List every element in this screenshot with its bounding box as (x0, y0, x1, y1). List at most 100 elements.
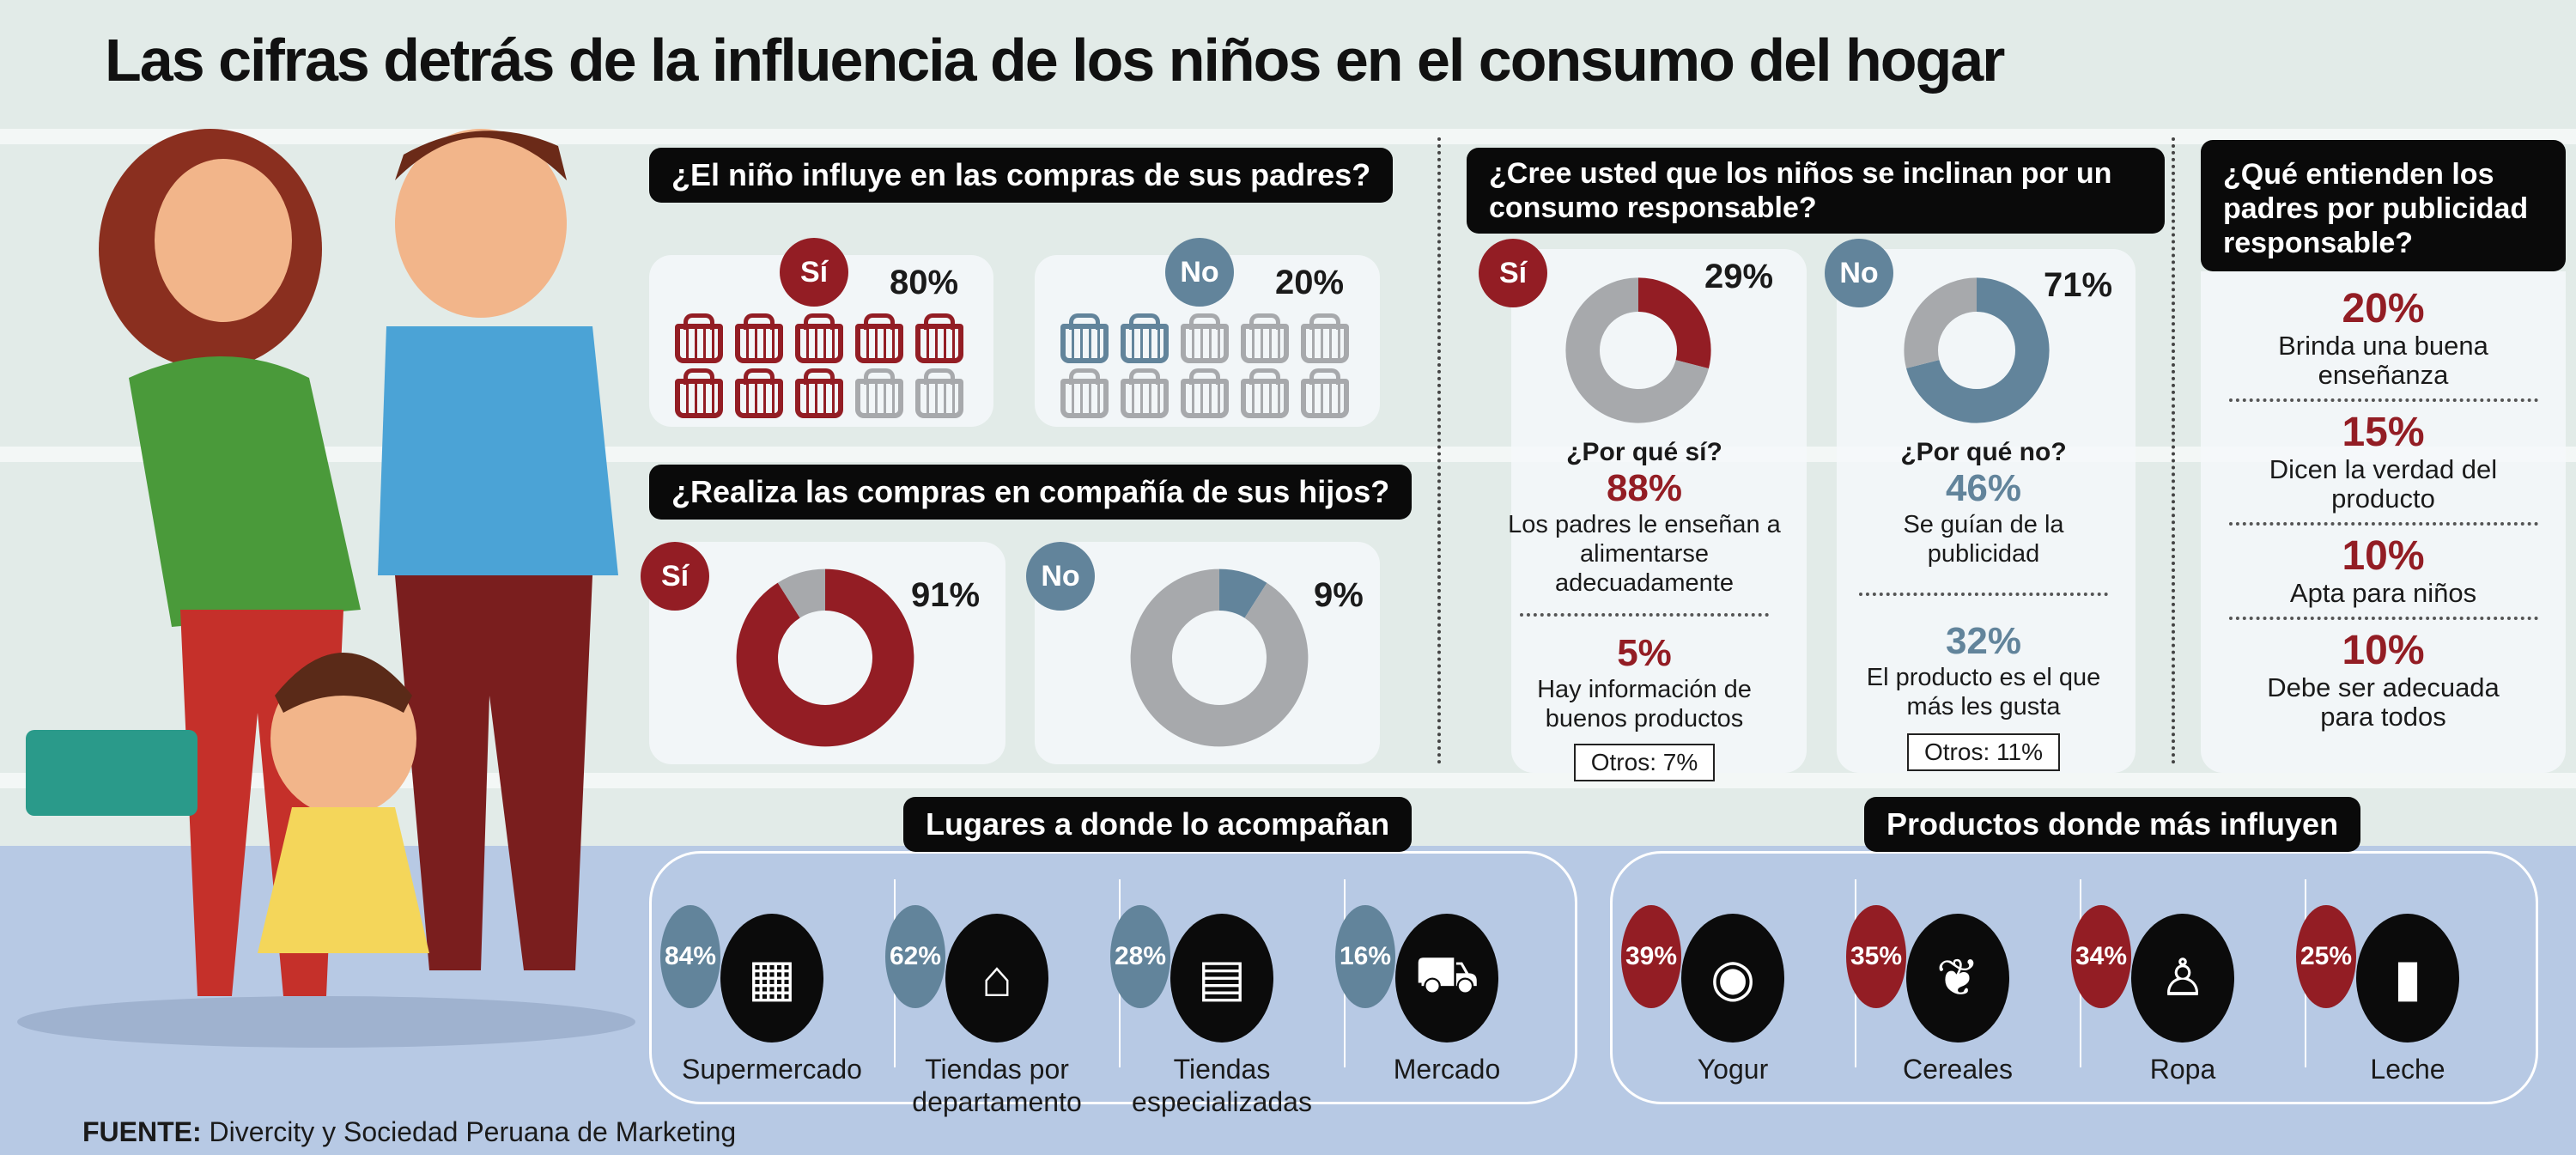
others-box: Otros: 11% (1907, 733, 2060, 771)
basket-icon (1181, 313, 1229, 363)
products-icon-2: ♙ (2131, 914, 2234, 1043)
q4-question: ¿Qué entienden los padres por publicidad… (2201, 140, 2566, 271)
basket-icon (915, 368, 963, 418)
reason-text: El producto es el que más les gusta (1866, 664, 2101, 720)
why-yes-column: ¿Por qué sí? 88% Los padres le enseñan a… (1503, 438, 1786, 781)
page-title: Las cifras detrás de la influencia de lo… (105, 27, 2005, 94)
basket-icon (1060, 368, 1109, 418)
basket-icon (915, 313, 963, 363)
products-icon-3: ▮ (2356, 914, 2459, 1043)
basket-icon (735, 313, 783, 363)
reason-text: Hay información de buenos productos (1537, 676, 1752, 733)
q4-percent: 20% (2342, 286, 2425, 331)
percent-badge: 84% (660, 905, 720, 1008)
q3-no-panel (1837, 249, 2136, 773)
places-icon-1: ⌂ (945, 914, 1048, 1043)
q3-yes-percent: 29% (1704, 258, 1774, 295)
reason-text: Los padres le enseñan a alimentarse adec… (1508, 511, 1781, 597)
q4-text: Dicen la verdad del producto (2269, 454, 2498, 514)
no-badge: No (1825, 239, 1893, 307)
q4-text: Debe ser adecuada para todos (2267, 672, 2500, 732)
products-panel: ◉ 39% Yogur ❦ 35% Cereales ♙ 34% Ropa ▮ … (1610, 851, 2538, 1104)
basket-icon (1060, 313, 1109, 363)
q2-yes-panel: Sí 91% (641, 542, 1005, 764)
background-shelf (0, 773, 2576, 788)
places-item: ▤ 28% Tiendas especializadas (1110, 854, 1334, 1118)
q2-no-percent: 9% (1314, 576, 1364, 614)
q3-question: ¿Cree usted que los niños se inclinan po… (1467, 148, 2165, 234)
q2-no-panel: No 9% (1026, 542, 1380, 764)
places-title: Lugares a donde lo acompañan (903, 797, 1413, 852)
products-title: Productos donde más influyen (1864, 797, 2361, 852)
basket-icon (1301, 368, 1349, 418)
donut-slice-resto (1130, 568, 1309, 747)
products-item: ◉ 39% Yogur (1621, 854, 1844, 1085)
places-item: ⛟ 16% Mercado (1335, 854, 1558, 1085)
places-icon-0: ▦ (720, 914, 823, 1043)
reason-percent: 32% (1945, 620, 2022, 662)
percent-badge: 39% (1621, 905, 1681, 1008)
reason-text: Se guían de la publicidad (1903, 511, 2064, 568)
q1-no-panel: No 20% (1035, 238, 1380, 427)
basket-icon (1241, 368, 1289, 418)
percent-badge: 62% (885, 905, 945, 1008)
basket-icon (675, 313, 723, 363)
q4-percent: 10% (2342, 628, 2425, 673)
q1-yes-panel: Sí 80% (649, 238, 993, 427)
yes-badge: Sí (780, 238, 848, 307)
background-shelf (0, 129, 2576, 144)
q4-percent: 15% (2342, 410, 2425, 455)
divider (1437, 137, 1441, 764)
basket-icon (1181, 368, 1229, 418)
places-item: ▦ 84% Supermercado (660, 854, 884, 1085)
others-box: Otros: 7% (1573, 744, 1716, 781)
donut-slice-resto (736, 568, 914, 747)
source: FUENTE: Divercity y Sociedad Peruana de … (82, 1116, 736, 1148)
products-label: Yogur (1697, 1054, 1769, 1085)
yes-badge: Sí (641, 542, 709, 611)
donut-chart (1904, 277, 2050, 423)
products-label: Cereales (1902, 1054, 2014, 1085)
places-label: Tiendas especializadas (1132, 1054, 1312, 1117)
no-badge: No (1165, 238, 1234, 307)
q4-text: Apta para niños (2289, 578, 2477, 608)
products-item: ▮ 25% Leche (2296, 854, 2519, 1085)
products-label: Leche (2370, 1054, 2445, 1085)
products-icon-1: ❦ (1906, 914, 2009, 1043)
basket-icon (1301, 313, 1349, 363)
places-label: Mercado (1393, 1054, 1501, 1085)
basket-icon (1121, 368, 1169, 418)
donut-chart (736, 568, 914, 747)
why-yes-heading: ¿Por qué sí? (1566, 438, 1722, 466)
divider (2228, 522, 2538, 526)
percent-badge: 34% (2071, 905, 2131, 1008)
q4-percent: 10% (2342, 533, 2425, 579)
q1-question: ¿El niño influye en las compras de sus p… (649, 148, 1394, 203)
q4-text: Brinda una buena enseñanza (2278, 331, 2488, 390)
q1-yes-percent: 80% (890, 264, 959, 301)
family-illustration (17, 129, 635, 1048)
reason-percent: 46% (1945, 467, 2022, 509)
donut-chart (1565, 277, 1711, 423)
places-icon-3: ⛟ (1395, 914, 1498, 1043)
q3-yes-panel (1511, 249, 1807, 773)
basket-icon-grid (1060, 313, 1349, 418)
donut-chart (1130, 568, 1309, 747)
basket-icon (1241, 313, 1289, 363)
places-label: Tiendas por departamento (912, 1054, 1082, 1117)
source-text: Divercity y Sociedad Peruana de Marketin… (209, 1116, 737, 1147)
basket-icon (735, 368, 783, 418)
reason-percent: 88% (1606, 467, 1683, 509)
places-label: Supermercado (682, 1054, 862, 1085)
basket-icon (795, 368, 843, 418)
q1-no-percent: 20% (1275, 264, 1345, 301)
percent-badge: 28% (1110, 905, 1170, 1008)
divider (2228, 398, 2538, 402)
basket-icon (795, 313, 843, 363)
why-no-heading: ¿Por qué no? (1900, 438, 2067, 466)
products-item: ♙ 34% Ropa (2071, 854, 2294, 1085)
q3-no-percent: 71% (2044, 266, 2113, 304)
q2-question: ¿Realiza las compras en compañía de sus … (649, 465, 1413, 520)
percent-badge: 35% (1846, 905, 1906, 1008)
donut-slice-resto (1904, 277, 2050, 423)
